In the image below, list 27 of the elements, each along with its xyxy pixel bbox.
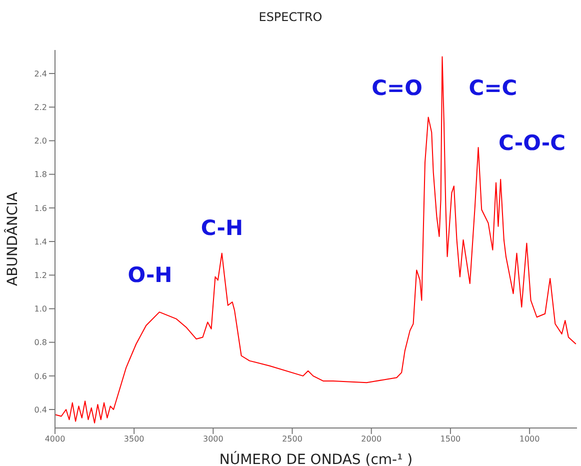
x-tick-label: 3500 bbox=[124, 434, 144, 444]
y-tick-label: 0.8 bbox=[34, 338, 47, 348]
annotation: C-O-C bbox=[498, 130, 566, 156]
y-tick-label: 1.6 bbox=[34, 204, 47, 213]
y-tick-label: 1.2 bbox=[34, 270, 47, 280]
y-tick-label: 1.4 bbox=[34, 237, 47, 246]
annotation: O-H bbox=[126, 262, 174, 288]
x-tick-label: 1000 bbox=[519, 434, 540, 444]
x-tick-label: 2000 bbox=[361, 434, 382, 444]
y-tick-label: 2.4 bbox=[34, 69, 47, 78]
x-tick-label: 2500 bbox=[282, 434, 302, 444]
chart-title: ESPECTRO bbox=[258, 10, 324, 24]
y-tick-label: 1.0 bbox=[34, 304, 47, 314]
x-tick-label: 4000 bbox=[44, 434, 66, 444]
x-axis-title: NÚMERO DE ONDAS (cm-¹ ) bbox=[219, 451, 413, 466]
y-tick-label: 2.0 bbox=[34, 136, 47, 146]
y-axis-title: ABUNDÂNCIA bbox=[4, 192, 21, 286]
annotation: C=C bbox=[468, 75, 518, 101]
y-tick-label: 0.6 bbox=[34, 372, 47, 381]
y-tick-label: 2.2 bbox=[34, 102, 47, 112]
annotation: C-H bbox=[200, 215, 244, 241]
y-tick-label: 1.8 bbox=[34, 170, 47, 180]
x-tick-label: 1500 bbox=[440, 434, 461, 444]
annotation: C=O bbox=[370, 75, 424, 101]
line-series bbox=[55, 56, 576, 424]
y-tick-label: 0.4 bbox=[34, 405, 47, 414]
x-tick-label: 3000 bbox=[203, 434, 224, 444]
